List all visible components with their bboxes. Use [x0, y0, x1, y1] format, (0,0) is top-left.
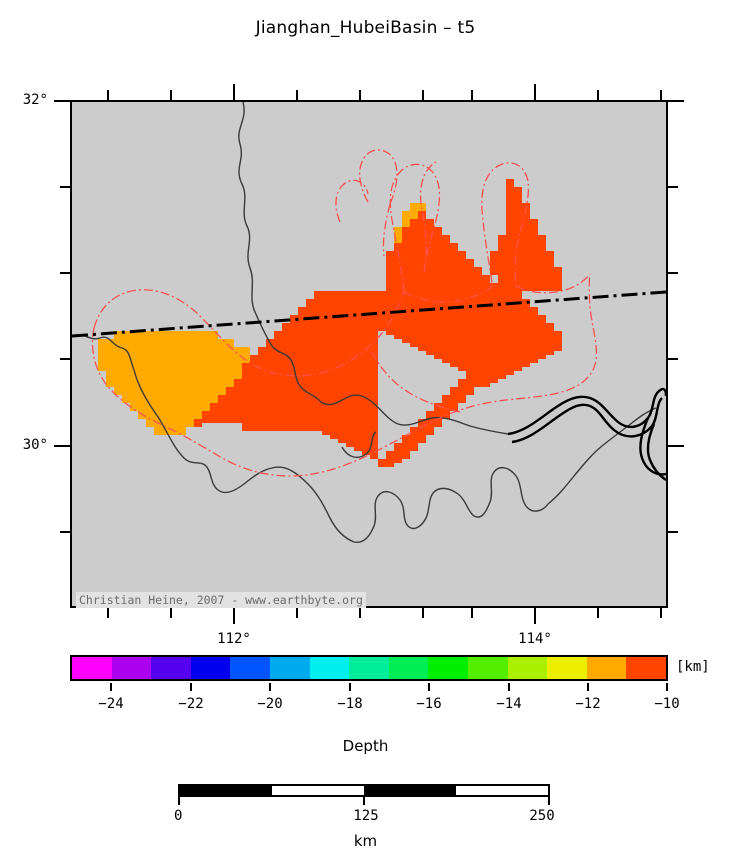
axis-tick-bottom-major	[534, 608, 536, 624]
y-axis-label-32: 32°	[22, 92, 48, 108]
scale-bar-tick	[548, 797, 550, 805]
colorbar-band	[547, 657, 587, 679]
axis-tick-bottom-major	[233, 608, 235, 624]
x-axis-label-112: 112°	[217, 631, 251, 647]
colorbar-band	[72, 657, 112, 679]
scale-bar-tick	[178, 797, 180, 805]
colorbar-tick	[508, 683, 510, 691]
axis-tick-bottom-minor	[422, 608, 424, 618]
axis-tick-left-major	[54, 100, 70, 102]
colorbar-tick	[428, 683, 430, 691]
colorbar-tick	[666, 683, 668, 691]
x-axis-label-114: 114°	[518, 631, 552, 647]
axis-tick-bottom-minor	[359, 608, 361, 618]
depth-raster-shallow	[98, 203, 426, 435]
axis-tick-top-major	[233, 84, 235, 100]
axis-tick-right-minor	[668, 272, 678, 274]
axis-tick-bottom-minor	[471, 608, 473, 618]
map-canvas	[72, 102, 666, 543]
axis-tick-bottom-minor	[660, 608, 662, 618]
axis-tick-left-major	[54, 445, 70, 447]
scale-bar-segment	[272, 786, 364, 795]
coastline-rivers	[72, 102, 657, 543]
colorbar-label-m18: −18	[337, 696, 363, 712]
colorbar-label-m14: −14	[496, 696, 522, 712]
axis-tick-top-minor	[597, 90, 599, 100]
basin-outline	[91, 149, 598, 477]
axis-tick-bottom-minor	[597, 608, 599, 618]
map-plot-area[interactable]	[70, 100, 668, 608]
colorbar-band	[586, 657, 627, 679]
scale-bar-segment	[364, 786, 456, 795]
axis-tick-top-major	[534, 84, 536, 100]
colorbar-band	[111, 657, 152, 679]
colorbar-band	[269, 657, 310, 679]
colorbar-label-m24: −24	[98, 696, 124, 712]
axis-tick-top-minor	[660, 90, 662, 100]
scale-bar	[178, 784, 550, 797]
colorbar-band	[190, 657, 231, 679]
colorbar-label-m16: −16	[416, 696, 442, 712]
axis-tick-bottom-minor	[170, 608, 172, 618]
axis-tick-top-minor	[296, 90, 298, 100]
axis-tick-top-minor	[471, 90, 473, 100]
colorbar-tick	[190, 683, 192, 691]
scale-bar-label-250: 250	[529, 808, 555, 824]
scale-bar-segment	[456, 786, 548, 795]
scale-bar-tick	[363, 797, 365, 805]
colorbar-band	[507, 657, 548, 679]
colorbar-band	[230, 657, 270, 679]
colorbar-band	[151, 657, 191, 679]
scale-bar-label-125: 125	[353, 808, 379, 824]
axis-tick-left-minor	[60, 531, 70, 533]
colorbar-band	[428, 657, 468, 679]
scale-bar-segment	[180, 786, 272, 795]
colorbar-tick	[349, 683, 351, 691]
colorbar-tick	[587, 683, 589, 691]
colorbar-band	[388, 657, 429, 679]
colorbar-band	[467, 657, 508, 679]
axis-tick-bottom-minor	[296, 608, 298, 618]
colorbar-band	[349, 657, 389, 679]
axis-tick-left-minor	[60, 186, 70, 188]
axis-tick-top-minor	[422, 90, 424, 100]
y-axis-label-30: 30°	[22, 437, 48, 453]
axis-tick-top-minor	[107, 90, 109, 100]
colorbar-label-m12: −12	[575, 696, 601, 712]
credit-text: Christian Heine, 2007 - www.earthbyte.or…	[76, 592, 366, 608]
section-line	[72, 290, 666, 338]
colorbar-tick	[110, 683, 112, 691]
axis-tick-right-major	[668, 445, 684, 447]
scale-bar-label-0: 0	[174, 808, 183, 824]
scale-bar-unit: km	[353, 832, 378, 850]
colorbar-tick	[269, 683, 271, 691]
colorbar-band	[309, 657, 350, 679]
colorbar-label-m10: −10	[654, 696, 680, 712]
colorbar-label-m20: −20	[257, 696, 283, 712]
axis-tick-top-minor	[359, 90, 361, 100]
axis-tick-right-minor	[668, 358, 678, 360]
depth-raster-deep	[194, 179, 562, 467]
colorbar-band	[626, 657, 666, 679]
colorbar-title: Depth	[342, 737, 389, 755]
page-title: Jianghan_HubeiBasin – t5	[255, 18, 476, 38]
axis-tick-right-minor	[668, 531, 678, 533]
colorbar-unit-label: [km]	[676, 659, 710, 675]
axis-tick-right-major	[668, 100, 684, 102]
axis-tick-bottom-minor	[107, 608, 109, 618]
colorbar-label-m22: −22	[178, 696, 204, 712]
axis-tick-left-minor	[60, 358, 70, 360]
yangtze-river	[507, 387, 666, 481]
axis-tick-right-minor	[668, 186, 678, 188]
axis-tick-left-minor	[60, 272, 70, 274]
axis-tick-top-minor	[170, 90, 172, 100]
colorbar[interactable]	[70, 655, 668, 681]
